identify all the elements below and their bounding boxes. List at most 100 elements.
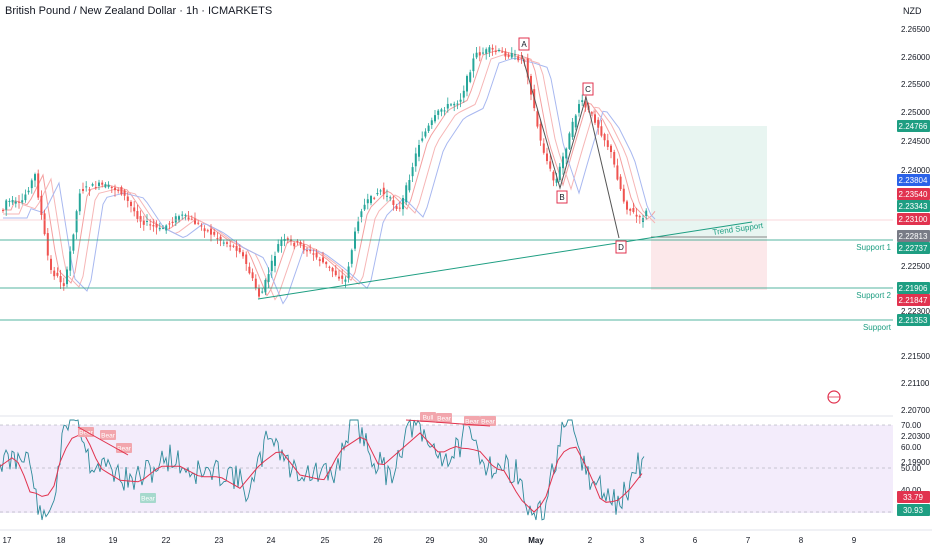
price-badge-text: 2.23540 [899,190,928,199]
time-tick-label: 30 [479,536,488,545]
moving-average-line [3,49,656,297]
candle-body [30,180,33,189]
candle-body [181,214,184,216]
candle-body [315,252,318,258]
candle-body [91,184,94,186]
candle-body [594,114,596,123]
price-tick-label: 2.22500 [901,262,930,271]
candle-body [382,187,385,195]
divergence-line [77,426,129,456]
candle-body [334,270,337,276]
candle-body [302,244,305,250]
candle-body [136,211,139,219]
candle-body [107,184,110,188]
candle-body [98,182,100,187]
candle-body [341,275,344,279]
candle-body [82,189,84,192]
candle-body [379,190,382,192]
rsi-badge-text: 33.79 [903,493,924,502]
candle-body [293,242,296,247]
candle-body [434,115,436,122]
pattern-point-label: C [585,85,591,94]
candle-body [238,247,241,253]
candle-body [197,222,200,224]
price-tick-label: 2.26500 [901,25,930,34]
candle-body [24,194,27,201]
candle-body [178,216,180,221]
candle-body [405,185,408,203]
candle-body [427,125,430,132]
candle-body [565,148,568,159]
candle-body [622,188,625,202]
pattern-point-box [518,37,530,51]
time-tick-label: 24 [267,536,276,545]
candle-body [126,196,129,201]
candle-body [626,201,628,210]
pattern-point-label: D [618,243,624,252]
candle-body [517,56,520,61]
candle-body [558,166,561,181]
candle-body [469,72,472,82]
candle-body [226,242,228,244]
candle-body [402,197,404,210]
divergence-label: Bear [101,433,116,440]
candle-body [424,131,427,137]
price-badge [897,200,930,212]
candle-body [21,200,24,203]
candle-body [184,214,187,216]
rsi-tick-label: 70.00 [901,421,922,430]
price-badge-text: 2.21906 [899,284,928,293]
candle-body [475,52,478,58]
candle-body [306,250,308,252]
candle-body [395,206,398,209]
divergence-label: Bear [481,419,496,426]
time-tick-label: 3 [640,536,645,545]
price-badge [897,242,930,254]
candle-body [366,199,369,204]
candle-body [75,211,78,233]
candle-body [645,210,648,217]
candle-body [133,207,136,212]
candle-body [258,288,260,297]
candle-body [581,100,584,103]
divergence-badge [100,430,116,440]
candle-body [357,221,360,232]
candle-body [94,187,97,189]
candle-body [344,279,347,282]
rsi-tick-label: 50.00 [901,464,922,473]
candle-body [187,217,190,220]
candle-body [66,269,68,285]
time-axis: 17 18 19 22 23 24 25 26 29 30 May 2 3 6 7 8 9 [0,529,932,545]
candle-body [603,134,606,141]
time-tick-label: 17 [3,536,12,545]
candle-body [610,145,612,153]
time-tick-label: 2 [588,536,593,545]
time-tick-label: 29 [426,536,435,545]
candle-body [190,218,193,220]
candle-body [459,99,462,102]
candle-body [555,178,558,183]
candle-body [542,143,545,153]
candle-body [370,196,372,204]
candle-body [386,195,388,197]
candle-body [482,52,484,54]
candle-body [389,197,392,199]
pattern-point-box [582,82,594,96]
candle-body [613,152,616,165]
time-tick-label: 26 [374,536,383,545]
price-badge-text: 2.22813 [899,232,928,241]
divergence-label: Bear [79,430,94,437]
candle-body [18,201,20,203]
candle-body [130,201,132,207]
price-tick-label: 2.21100 [901,379,930,388]
pattern-point-box [556,190,568,204]
candle-body [210,228,212,235]
candle-body [56,272,59,276]
divergence-label: Bear [437,416,452,423]
price-badge-text: 2.21353 [899,316,928,325]
candle-body [568,133,571,149]
candle-body [158,227,161,230]
rsi-signal-line [0,432,643,513]
